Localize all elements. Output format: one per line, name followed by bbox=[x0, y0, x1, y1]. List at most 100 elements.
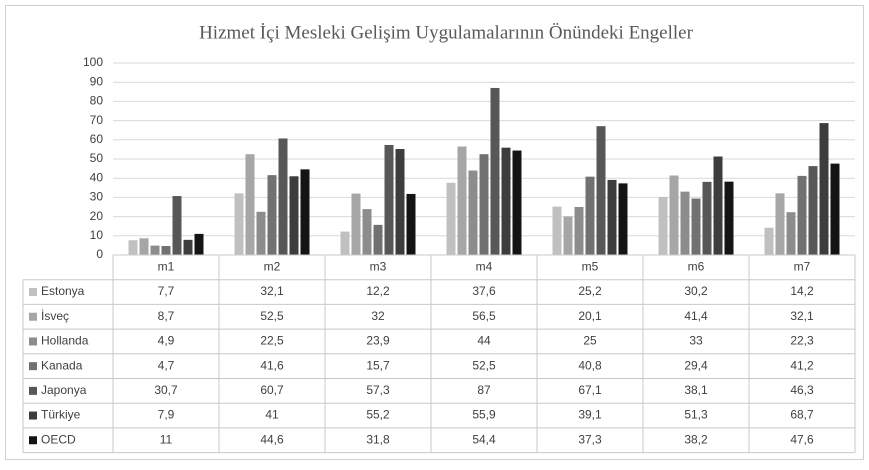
bar bbox=[278, 138, 288, 255]
bar bbox=[764, 227, 774, 255]
legend-label: Japonya bbox=[41, 383, 87, 397]
legend-key bbox=[29, 436, 37, 445]
bar bbox=[490, 87, 500, 256]
bar bbox=[457, 146, 467, 255]
table-cell: 7,9 bbox=[158, 408, 175, 422]
table-cell: 54,4 bbox=[472, 432, 496, 446]
bar bbox=[691, 198, 701, 255]
table-cell: 32,1 bbox=[790, 309, 814, 323]
table-cell: 29,4 bbox=[684, 358, 708, 372]
table-cell: 8,7 bbox=[158, 309, 175, 323]
table-cell: 15,7 bbox=[366, 358, 390, 372]
table-cell: 4,7 bbox=[158, 358, 175, 372]
bar bbox=[713, 156, 723, 255]
table-cell: 57,3 bbox=[366, 383, 390, 397]
x-tick-label: m4 bbox=[476, 260, 493, 274]
table-cell: 14,2 bbox=[790, 284, 814, 298]
table-cell: 12,2 bbox=[366, 284, 390, 298]
bar bbox=[256, 211, 266, 255]
y-tick-label: 20 bbox=[90, 209, 104, 223]
bar bbox=[183, 239, 193, 255]
table-cell: 52,5 bbox=[260, 309, 284, 323]
x-tick-label: m1 bbox=[158, 260, 175, 274]
bar bbox=[680, 191, 690, 255]
table-cell: 23,9 bbox=[366, 334, 390, 348]
bar bbox=[150, 245, 160, 255]
legend-label: Estonya bbox=[41, 284, 85, 298]
y-tick-label: 50 bbox=[90, 151, 104, 165]
table-cell: 20,1 bbox=[578, 309, 602, 323]
table-cell: 41 bbox=[265, 408, 279, 422]
chart-border bbox=[5, 5, 864, 460]
table-cell: 60,7 bbox=[260, 383, 284, 397]
bar bbox=[669, 175, 679, 255]
table-cell: 30,2 bbox=[684, 284, 708, 298]
legend-key bbox=[29, 411, 37, 420]
bar bbox=[289, 176, 299, 255]
bar bbox=[362, 209, 372, 255]
bar bbox=[808, 166, 818, 255]
table-cell: 67,1 bbox=[578, 383, 602, 397]
y-tick-label: 80 bbox=[90, 94, 104, 108]
table-cell: 44 bbox=[477, 334, 491, 348]
x-tick-label: m3 bbox=[370, 260, 387, 274]
legend-label: Hollanda bbox=[41, 334, 89, 348]
bar bbox=[351, 193, 361, 255]
legend-label: Türkiye bbox=[41, 408, 81, 422]
legend-key bbox=[29, 288, 37, 297]
y-tick-label: 0 bbox=[96, 247, 103, 261]
table-cell: 56,5 bbox=[472, 309, 496, 323]
y-tick-label: 70 bbox=[90, 113, 104, 127]
bar bbox=[585, 176, 595, 255]
y-tick-label: 10 bbox=[90, 228, 104, 242]
bar bbox=[552, 206, 562, 255]
bar bbox=[724, 181, 734, 255]
bar bbox=[194, 233, 204, 255]
x-tick-label: m2 bbox=[264, 260, 281, 274]
chart-title: Hizmet İçi Mesleki Gelişim Uygulamaların… bbox=[199, 22, 694, 43]
bar bbox=[775, 193, 785, 255]
bar bbox=[512, 150, 522, 255]
table-cell: 46,3 bbox=[790, 383, 814, 397]
bar bbox=[479, 154, 489, 255]
bar bbox=[161, 245, 171, 255]
bar bbox=[395, 149, 405, 255]
bar bbox=[618, 183, 628, 255]
bar bbox=[607, 179, 617, 255]
legend-label: Kanada bbox=[41, 358, 83, 372]
x-tick-label: m5 bbox=[582, 260, 599, 274]
bar bbox=[468, 170, 478, 255]
legend-label: OECD bbox=[41, 432, 76, 446]
legend-key bbox=[29, 337, 37, 346]
bar bbox=[139, 238, 149, 255]
y-tick-label: 60 bbox=[90, 132, 104, 146]
bar bbox=[702, 181, 712, 255]
table-cell: 47,6 bbox=[790, 432, 814, 446]
table-cell: 37,6 bbox=[472, 284, 496, 298]
table-cell: 31,8 bbox=[366, 432, 390, 446]
legend-key bbox=[29, 362, 37, 371]
y-tick-label: 90 bbox=[90, 74, 104, 88]
bar bbox=[373, 224, 383, 255]
bar bbox=[245, 154, 255, 255]
legend-label: İsveç bbox=[41, 309, 69, 323]
bar bbox=[406, 193, 416, 255]
bar bbox=[596, 126, 606, 255]
bar bbox=[819, 123, 829, 255]
legend-key bbox=[29, 312, 37, 321]
bar bbox=[446, 182, 456, 255]
bar bbox=[384, 144, 394, 255]
bar bbox=[797, 175, 807, 255]
x-tick-label: m7 bbox=[794, 260, 811, 274]
table-cell: 41,6 bbox=[260, 358, 284, 372]
table-cell: 38,1 bbox=[684, 383, 708, 397]
table-cell: 40,8 bbox=[578, 358, 602, 372]
bar bbox=[172, 196, 182, 255]
table-cell: 11 bbox=[160, 432, 173, 446]
table-cell: 25 bbox=[583, 334, 597, 348]
table-cell: 22,5 bbox=[260, 334, 284, 348]
table-cell: 7,7 bbox=[158, 284, 175, 298]
table-cell: 25,2 bbox=[578, 284, 602, 298]
table-cell: 87 bbox=[477, 383, 491, 397]
